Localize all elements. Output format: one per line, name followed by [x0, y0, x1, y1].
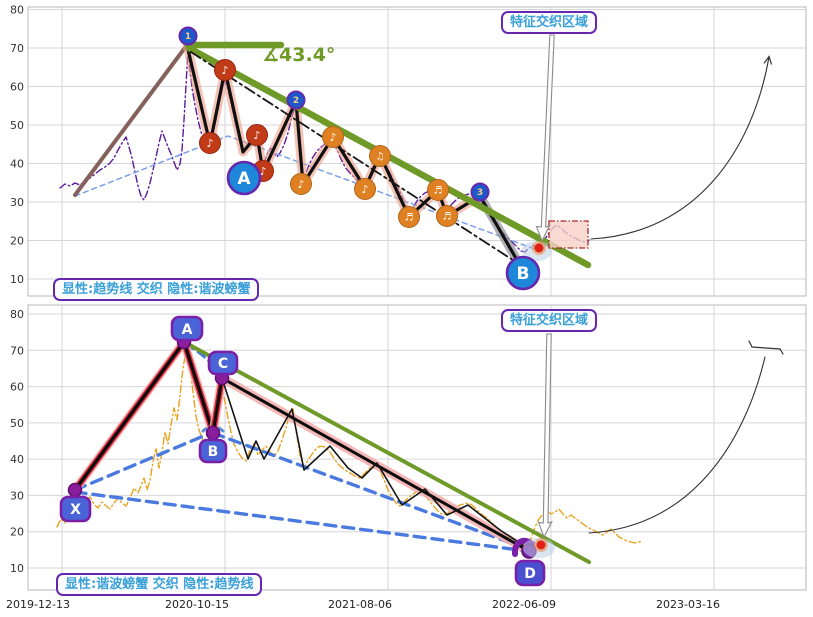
vertex-dot-X — [67, 482, 83, 498]
y-tick-label: 20 — [10, 526, 24, 539]
trendline-angle-label: ∡43.4° — [262, 44, 336, 66]
crab-xd-dashed — [73, 490, 529, 553]
label-D: D — [524, 566, 536, 582]
label-box-D — [514, 559, 546, 587]
label-box-C — [207, 350, 239, 376]
touch-point-1-glyph: 1 — [185, 32, 191, 42]
wave-note-orange-glyph: ♬ — [405, 213, 414, 224]
x-tick-label: 2021-08-06 — [328, 598, 392, 611]
wave-note-orange — [322, 126, 344, 148]
wave-note-orange — [436, 205, 458, 227]
y-tick-label: 60 — [10, 81, 24, 94]
wave-note-red-glyph: ♪ — [206, 137, 213, 150]
y-tick-label: 10 — [10, 562, 24, 575]
pointer-hollow-arrow — [535, 34, 555, 243]
y-tick-label: 70 — [10, 42, 24, 55]
impulse-zigzag-line — [185, 43, 523, 269]
wave-note-red — [199, 132, 221, 154]
touch-point-3-glyph: 3 — [477, 188, 483, 198]
y-tick-label: 70 — [10, 344, 24, 357]
pointer-hollow-arrow — [537, 333, 553, 539]
leg-BC-core — [211, 376, 224, 435]
point-B-circle-glyph: B — [517, 264, 530, 284]
y-tick-label: 80 — [10, 4, 24, 17]
price-line-orange — [56, 345, 644, 549]
point-B-circle — [505, 255, 541, 291]
wave-note-red — [246, 124, 268, 146]
label-box-X — [59, 495, 92, 523]
label-A: A — [182, 322, 193, 338]
projection-curve-cap — [748, 340, 784, 355]
label-C: C — [218, 356, 228, 372]
touch-point-2-glyph: 2 — [293, 96, 299, 106]
crab-bd-dashed — [211, 431, 529, 551]
label-X: X — [70, 502, 81, 518]
bottom-panel-legend: 显性:谐波螃蟹 交织 隐性:趋势线 — [56, 573, 263, 596]
y-tick-label: 50 — [10, 417, 24, 430]
convergence-red-dot — [534, 243, 544, 253]
wave-note-orange — [354, 178, 376, 200]
projection-curve — [588, 356, 766, 534]
x-tick-label: 2020-10-15 — [165, 598, 229, 611]
top-feature-zone-label: 特征交织区域 — [501, 11, 598, 34]
y-tick-label: 40 — [10, 158, 24, 171]
bottom-panel: 80 70 60 50 40 30 20 10 2019-12-13 2020-10-15 2021… — [6, 304, 807, 611]
wave-note-orange — [369, 145, 391, 167]
touch-point-3 — [470, 182, 490, 202]
crab-xb-dashed — [73, 430, 215, 492]
y-tick-label: 40 — [10, 453, 24, 466]
wave-note-red — [214, 59, 236, 81]
wave-note-red-glyph: ♪ — [253, 129, 260, 142]
point-A-circle — [226, 160, 262, 196]
x-tick-label: 2022-06-09 — [492, 598, 556, 611]
wave-note-orange — [398, 206, 420, 228]
top-panel-legend: 显性:趋势线 交织 隐性:谐波螃蟹 — [53, 278, 260, 301]
leg-AB-core — [182, 340, 215, 435]
x-tick-label: 2019-12-13 — [6, 598, 70, 611]
plot-border — [27, 304, 807, 591]
rising-trend-line — [73, 43, 189, 197]
projection-curve-arrow — [590, 57, 769, 240]
touch-point-2 — [286, 90, 306, 110]
x-tick-label: 2023-03-16 — [656, 598, 720, 611]
y-tick-label: 50 — [10, 119, 24, 132]
touch-point-1 — [178, 26, 198, 46]
y-tick-label: 20 — [10, 235, 24, 248]
y-tick-label: 60 — [10, 381, 24, 394]
hidden-crab-dashed-line — [74, 135, 541, 252]
y-tick-label: 80 — [10, 308, 24, 321]
top-panel: 80 70 60 50 40 30 20 10 ♪ ♪ ♪ ♪ ♪ ♪ ♪ ♫ ♬ ♬ ♬ 1 2 3 A B — [10, 4, 807, 297]
bottom-feature-zone-label: 特征交织区域 — [501, 309, 598, 332]
wave-note-red-glyph: ♪ — [259, 165, 266, 178]
wave-note-orange-glyph: ♪ — [329, 131, 336, 144]
leg-XA-core — [73, 340, 186, 492]
feature-zone-rect — [548, 220, 589, 249]
label-box-A — [170, 315, 204, 342]
point-A-circle-glyph: A — [237, 169, 251, 189]
y-tick-label: 10 — [10, 273, 24, 286]
wave-note-orange — [427, 179, 449, 201]
vertex-dot-B — [205, 425, 221, 441]
label-B: B — [208, 444, 219, 460]
wave-note-orange-glyph: ♪ — [297, 178, 304, 191]
wave-note-orange-glyph: ♪ — [361, 183, 368, 196]
wave-note-orange — [290, 173, 312, 195]
convergence-red-dot — [536, 540, 546, 550]
wave-note-orange-glyph: ♫ — [376, 152, 385, 163]
label-box-B — [198, 438, 228, 464]
wave-note-orange-glyph: ♬ — [443, 212, 452, 223]
plot-border — [27, 6, 807, 297]
wave-note-orange-glyph: ♬ — [434, 186, 443, 197]
cd-price-zigzag — [221, 377, 530, 550]
peak-to-b-dashdot-line — [190, 51, 520, 265]
y-tick-label: 30 — [10, 196, 24, 209]
y-tick-label: 30 — [10, 489, 24, 502]
wave-note-red-glyph: ♪ — [221, 64, 228, 77]
hidden-trendline-green — [184, 341, 591, 564]
